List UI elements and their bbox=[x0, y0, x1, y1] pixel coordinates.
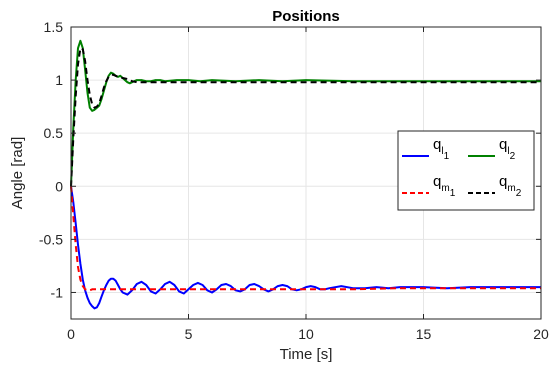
legend-label-q_m2: qm2 bbox=[499, 173, 522, 199]
chart-title: Positions bbox=[272, 8, 340, 25]
legend: ql1 ql2 qm1 qm2 bbox=[397, 130, 535, 211]
legend-label-q_l2: ql2 bbox=[499, 136, 516, 162]
y-tick-label: 1 bbox=[55, 72, 63, 88]
y-tick-label: -1 bbox=[51, 284, 64, 300]
y-tick-label: 0.5 bbox=[44, 125, 64, 141]
x-tick-label: 5 bbox=[185, 326, 193, 342]
legend-label-q_m1: qm1 bbox=[433, 173, 456, 199]
legend-box bbox=[397, 130, 535, 211]
x-axis-label: Time [s] bbox=[280, 346, 333, 363]
series-line-q_l2 bbox=[70, 39, 541, 187]
legend-label-q_l1: ql1 bbox=[433, 136, 450, 162]
y-tick-label: -0.5 bbox=[39, 231, 63, 247]
y-axis-label: Angle [rad] bbox=[9, 137, 26, 210]
x-tick-label: 20 bbox=[533, 326, 549, 342]
x-tick-label: 15 bbox=[416, 326, 432, 342]
x-tick-label: 0 bbox=[67, 326, 75, 342]
axes-ticks: 0 5 10 15 20 -1 -0.5 0 0.5 1 1.5 bbox=[39, 19, 549, 342]
plot-area bbox=[70, 39, 541, 310]
y-tick-label: 1.5 bbox=[44, 19, 64, 35]
series-line-q_m2 bbox=[70, 47, 541, 187]
x-tick-label: 10 bbox=[298, 326, 314, 342]
y-tick-label: 0 bbox=[55, 178, 63, 194]
